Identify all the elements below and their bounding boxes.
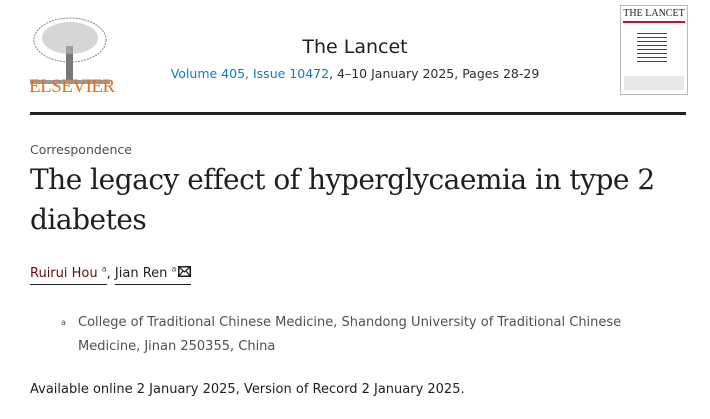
availability-dates: Available online 2 January 2025, Version… — [30, 382, 465, 397]
affiliation-label: a — [61, 318, 66, 327]
issue-link[interactable]: Volume 405, Issue 10472 — [170, 66, 330, 81]
affiliation-text: College of Traditional Chinese Medicine,… — [78, 315, 622, 354]
cover-title: THE LANCET — [623, 8, 685, 19]
author-affiliation-marker: a — [101, 265, 107, 274]
elsevier-wordmark[interactable]: ELSEVIER — [29, 76, 115, 97]
article-type: Correspondence — [30, 142, 132, 157]
author-list: Ruirui Hou a, Jian Ren a — [30, 265, 192, 286]
author-link[interactable]: Ruirui Hou a — [30, 265, 107, 286]
author-name: Jian Ren — [114, 266, 168, 282]
envelope-icon — [178, 266, 192, 278]
journal-title[interactable]: The Lancet — [302, 36, 408, 58]
journal-cover-image[interactable]: THE LANCET — [620, 5, 688, 95]
cover-red-bar — [623, 21, 685, 23]
header-divider — [30, 112, 686, 115]
issue-dates-pages: , 4–10 January 2025, Pages 28-29 — [329, 66, 540, 81]
author-name: Ruirui Hou — [30, 266, 98, 282]
author-link[interactable]: Jian Ren a — [114, 265, 192, 286]
article-title: The legacy effect of hyperglycaemia in t… — [30, 163, 655, 236]
cover-footer — [624, 76, 684, 90]
issue-info: Volume 405, Issue 10472, 4–10 January 20… — [0, 66, 710, 81]
affiliation: a College of Traditional Chinese Medicin… — [61, 311, 621, 354]
author-affiliation-marker: a — [171, 265, 177, 274]
elsevier-tree-logo — [30, 17, 110, 84]
cover-quote — [637, 33, 667, 63]
